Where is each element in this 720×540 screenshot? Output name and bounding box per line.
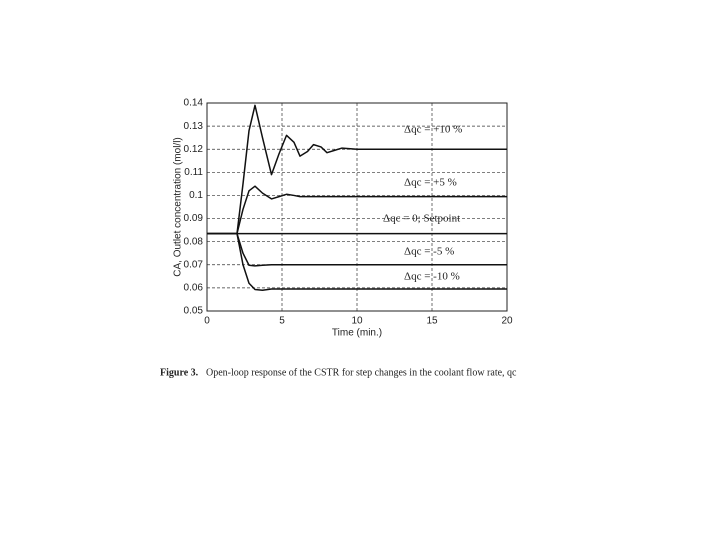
data-line [207, 232, 507, 267]
annotation: Δqc = +5 % [404, 177, 457, 189]
x-tick-label: 0 [204, 316, 210, 327]
y-tick-label: 0.05 [184, 306, 204, 317]
x-tick-label: 10 [351, 316, 363, 327]
x-tick-label: 5 [279, 316, 285, 327]
data-line [207, 104, 507, 235]
x-axis-label: Time (min.) [332, 328, 382, 339]
plot-frame [206, 102, 508, 312]
annotation: Δqc = +10 % [404, 124, 462, 136]
y-tick-label: 0.06 [184, 283, 204, 294]
x-tick-label: 20 [501, 316, 513, 327]
y-tick-label: 0.09 [184, 213, 204, 224]
y-tick-label: 0.14 [184, 98, 204, 109]
y-tick-label: 0.07 [184, 259, 204, 270]
caption-text: Open-loop response of the CSTR for step … [206, 367, 517, 378]
y-tick-label: 0.1 [189, 190, 203, 201]
annotation: Δqc = -10 % [404, 271, 460, 283]
data-line [207, 185, 507, 235]
y-tick-label: 0.12 [184, 144, 204, 155]
data-line [207, 232, 507, 291]
y-tick-label: 0.11 [184, 167, 203, 178]
y-tick-label: 0.08 [184, 236, 204, 247]
annotation: Δqc = 0; Setpoint [383, 213, 460, 225]
y-axis-label: CA, Outlet concentration (mol/l) [173, 137, 184, 277]
x-tick-label: 15 [426, 316, 438, 327]
y-tick-label: 0.13 [184, 121, 204, 132]
annotation: Δqc = -5 % [404, 246, 454, 258]
caption-label: Figure 3. [160, 367, 199, 378]
